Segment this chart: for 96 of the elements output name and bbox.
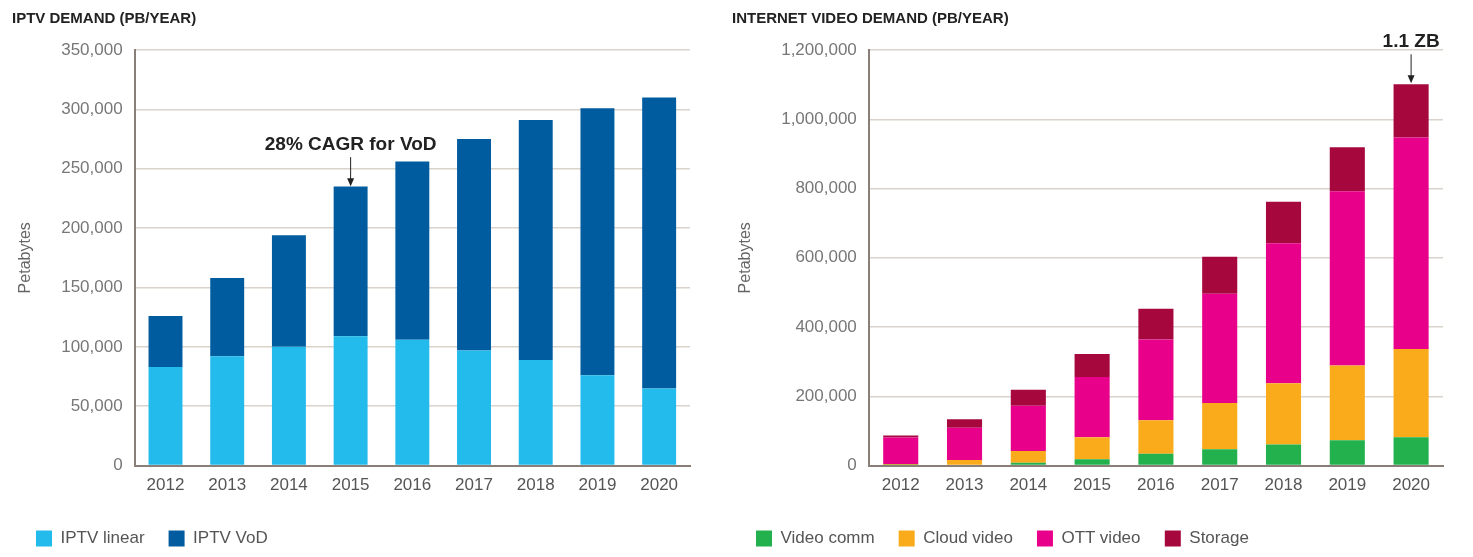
legend-label: Cloud video	[923, 528, 1013, 548]
bar	[395, 161, 430, 340]
x-tick-label: 2019	[578, 475, 617, 495]
y-tick-label: 200,000	[795, 386, 857, 406]
y-tick-label: 0	[113, 455, 123, 475]
bar	[333, 336, 368, 465]
bar	[1010, 405, 1046, 452]
y-tick-label: 100,000	[61, 336, 123, 356]
x-tick-label: 2012	[146, 475, 185, 495]
bar	[1265, 383, 1302, 445]
bar	[1329, 147, 1365, 192]
y-tick-label: 1,200,000	[781, 39, 857, 59]
bar	[1138, 339, 1174, 421]
bar	[210, 356, 245, 465]
bar	[1138, 420, 1174, 454]
bar	[1138, 453, 1174, 465]
y-axis-title: Petabytes	[16, 222, 34, 294]
bar	[457, 350, 491, 465]
x-tick-label: 2017	[1200, 475, 1239, 495]
annotation: 1.1 ZB	[1382, 30, 1440, 52]
bar	[1329, 191, 1365, 366]
y-tick-label: 600,000	[795, 247, 857, 267]
x-tick-label: 2020	[640, 475, 679, 495]
bar	[1074, 459, 1110, 465]
chart-title: INTERNET VIDEO DEMAND (PB/YEAR)	[732, 9, 1009, 27]
bar	[883, 435, 919, 438]
bar	[271, 346, 306, 465]
bar	[148, 367, 183, 465]
x-tick-label: 2016	[393, 475, 432, 495]
bar	[946, 419, 983, 428]
bar	[1074, 376, 1110, 438]
legend-label: Video comm	[780, 528, 875, 548]
bar	[883, 437, 919, 465]
bar	[395, 339, 430, 465]
bar	[1074, 354, 1110, 377]
bar	[1202, 449, 1238, 465]
bar	[1393, 84, 1429, 138]
bar	[518, 120, 553, 360]
bar	[1138, 308, 1174, 340]
legend-label: OTT video	[1061, 528, 1141, 548]
x-tick-label: 2015	[331, 475, 370, 495]
bar	[1074, 437, 1110, 460]
bar	[1010, 389, 1046, 406]
y-tick-label: 250,000	[61, 158, 123, 178]
x-tick-label: 2013	[208, 475, 247, 495]
bar	[518, 359, 553, 465]
bar	[1265, 201, 1302, 244]
bar	[1329, 440, 1365, 465]
bar	[580, 108, 615, 376]
bar	[1010, 462, 1046, 465]
x-tick-label: 2018	[1264, 475, 1303, 495]
bar	[1265, 243, 1302, 384]
x-tick-label: 2018	[516, 475, 555, 495]
bar	[1265, 444, 1302, 465]
y-tick-label: 350,000	[61, 39, 123, 59]
chart-title: IPTV DEMAND (PB/YEAR)	[12, 9, 197, 27]
y-tick-label: 150,000	[61, 277, 123, 297]
y-tick-label: 300,000	[61, 99, 123, 119]
y-tick-label: 0	[847, 455, 857, 475]
bar	[1393, 137, 1429, 349]
bar	[580, 375, 615, 465]
y-tick-label: 50,000	[70, 395, 123, 415]
bar	[1202, 256, 1238, 294]
y-tick-label: 200,000	[61, 217, 123, 237]
bar	[1329, 365, 1365, 441]
bar	[1393, 437, 1429, 465]
bar	[642, 388, 677, 465]
x-tick-label: 2019	[1328, 475, 1367, 495]
x-tick-label: 2015	[1073, 475, 1112, 495]
bar	[210, 277, 245, 357]
y-axis-title: Petabytes	[736, 222, 754, 294]
legend-label: IPTV linear	[60, 528, 145, 548]
bar	[1393, 348, 1429, 438]
bar	[333, 186, 368, 337]
bar	[642, 97, 677, 389]
x-tick-label: 2020	[1392, 475, 1431, 495]
x-tick-label: 2014	[1009, 475, 1048, 495]
y-tick-label: 1,000,000	[781, 108, 857, 128]
bar	[148, 315, 183, 368]
bar	[1202, 402, 1238, 450]
legend-label: Storage	[1189, 528, 1249, 548]
bar	[1010, 451, 1046, 463]
legend-label: IPTV VoD	[193, 528, 268, 548]
y-tick-label: 800,000	[795, 178, 857, 198]
bar	[271, 235, 306, 347]
bar	[946, 460, 983, 465]
bar	[457, 139, 491, 351]
x-tick-label: 2014	[270, 475, 308, 495]
x-tick-label: 2013	[945, 475, 984, 495]
bar	[1202, 293, 1238, 403]
annotation: 28% CAGR for VoD	[264, 132, 437, 154]
y-tick-label: 400,000	[795, 316, 857, 336]
bar	[946, 427, 983, 461]
x-tick-label: 2012	[881, 475, 920, 495]
x-tick-label: 2016	[1137, 475, 1175, 495]
x-tick-label: 2017	[455, 475, 493, 495]
